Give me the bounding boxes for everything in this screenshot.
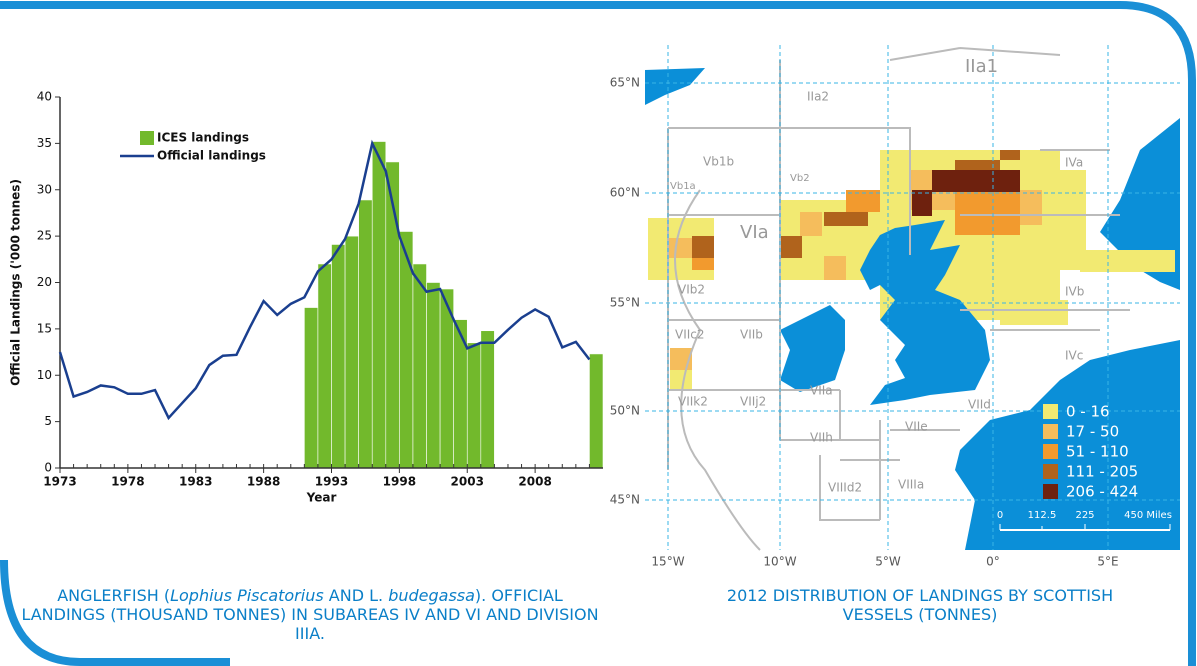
x-axis-label: Year bbox=[306, 491, 337, 505]
frame bbox=[0, 559, 230, 666]
y-tick-label: 5 bbox=[44, 414, 52, 428]
scale-label: 225 bbox=[1075, 510, 1094, 521]
x-tick-label: 1973 bbox=[43, 475, 76, 489]
x-tick-label: 1983 bbox=[179, 475, 212, 489]
lon-label: 5°E bbox=[1097, 555, 1118, 569]
lat-label: 50°N bbox=[610, 404, 640, 418]
bar bbox=[344, 235, 359, 469]
bar bbox=[317, 263, 332, 469]
area-label: VIIa bbox=[810, 384, 833, 398]
area-label: VIIIa bbox=[898, 478, 924, 492]
y-tick-label: 30 bbox=[37, 182, 52, 196]
area-label: IIa1 bbox=[965, 56, 998, 77]
bar bbox=[466, 342, 482, 469]
y-tick-label: 0 bbox=[44, 461, 52, 475]
land bbox=[860, 220, 990, 405]
land bbox=[1100, 118, 1180, 290]
legend-swatch bbox=[1043, 404, 1058, 419]
land bbox=[780, 305, 845, 392]
y-tick-label: 10 bbox=[37, 368, 52, 382]
area-label: VIIk2 bbox=[678, 395, 708, 409]
lon-label: 5°W bbox=[875, 555, 901, 569]
area-label: VIIc2 bbox=[675, 328, 705, 342]
graticule bbox=[645, 45, 1180, 550]
x-tick-label: 1988 bbox=[247, 475, 280, 489]
bar bbox=[426, 282, 441, 469]
legend-label: ICES landings bbox=[157, 131, 249, 145]
lat-label: 45°N bbox=[610, 493, 640, 507]
lat-label: 55°N bbox=[610, 296, 640, 310]
area-label: VIIId2 bbox=[828, 481, 862, 495]
x-tick-label: 1978 bbox=[111, 475, 144, 489]
scale-label: 450 Miles bbox=[1124, 510, 1172, 521]
chart-title: ANGLERFISH (Lophius Piscatorius AND L. b… bbox=[21, 586, 599, 643]
legend-label: 17 - 50 bbox=[1066, 423, 1119, 441]
legend-label: Official landings bbox=[157, 149, 266, 163]
lat-label: 65°N bbox=[610, 76, 640, 90]
x-tick-label: 2008 bbox=[518, 475, 551, 489]
bar bbox=[358, 199, 373, 469]
area-label: Vb1a bbox=[670, 181, 696, 192]
scale-label: 112.5 bbox=[1028, 510, 1057, 521]
bar bbox=[331, 244, 346, 469]
y-tick-label: 20 bbox=[37, 275, 52, 289]
area-label: VIId bbox=[968, 398, 991, 412]
legend-label: 51 - 110 bbox=[1066, 443, 1129, 461]
area-label: Vb1b bbox=[703, 155, 734, 169]
y-tick-label: 40 bbox=[37, 90, 52, 104]
bar bbox=[304, 307, 319, 469]
bar bbox=[412, 263, 427, 469]
area-label: VIb2 bbox=[678, 283, 705, 297]
bar bbox=[589, 353, 604, 469]
area-label: VIIh bbox=[810, 431, 833, 445]
area-label: VIIj2 bbox=[740, 395, 766, 409]
legend-label: 206 - 424 bbox=[1066, 483, 1138, 501]
lon-label: 0° bbox=[986, 555, 1000, 569]
area-label: IIa2 bbox=[807, 90, 829, 104]
area-label: IVa bbox=[1065, 156, 1083, 170]
bar bbox=[371, 141, 387, 469]
legend-swatch bbox=[1043, 444, 1058, 459]
y-tick-label: 35 bbox=[37, 136, 52, 150]
map-legend: 0 - 16 17 - 50 51 - 110 111 - 205 206 - 424 bbox=[1043, 403, 1138, 501]
legend-swatch bbox=[1043, 464, 1058, 479]
lat-label: 60°N bbox=[610, 186, 640, 200]
scale-label: 0 bbox=[997, 510, 1003, 521]
legend-label: 111 - 205 bbox=[1066, 463, 1138, 481]
y-tick-label: 25 bbox=[37, 229, 52, 243]
x-tick-label: 2003 bbox=[451, 475, 484, 489]
lon-label: 15°W bbox=[651, 555, 684, 569]
y-axis-label: Official Landings ('000 tonnes) bbox=[9, 179, 23, 386]
scale-bar: 0 112.5 225 450 Miles bbox=[997, 510, 1172, 531]
map: 65°N 60°N 55°N 50°N 45°N 15°W 10°W 5°W 0… bbox=[610, 45, 1180, 569]
legend-swatch bbox=[1043, 484, 1058, 499]
map-title: 2012 DISTRIBUTION OF LANDINGS BY SCOTTIS… bbox=[726, 586, 1114, 624]
area-label: IVb bbox=[1065, 285, 1084, 299]
land bbox=[955, 340, 1180, 550]
legend-label: 0 - 16 bbox=[1066, 403, 1110, 421]
legend-swatch bbox=[1043, 424, 1058, 439]
area-label: IVc bbox=[1065, 349, 1083, 363]
area-label: Vb2 bbox=[790, 173, 810, 184]
bar bbox=[480, 330, 495, 469]
x-tick-label: 1993 bbox=[315, 475, 348, 489]
line bbox=[58, 139, 591, 421]
legend-swatch bbox=[140, 131, 154, 145]
area-label: VIIe bbox=[905, 420, 928, 434]
lon-label: 10°W bbox=[763, 555, 796, 569]
land bbox=[645, 68, 705, 105]
x-tick-label: 1998 bbox=[383, 475, 416, 489]
y-tick-label: 15 bbox=[37, 321, 52, 335]
area-label: VIIb bbox=[740, 328, 763, 342]
area-label: VIa bbox=[740, 222, 769, 243]
